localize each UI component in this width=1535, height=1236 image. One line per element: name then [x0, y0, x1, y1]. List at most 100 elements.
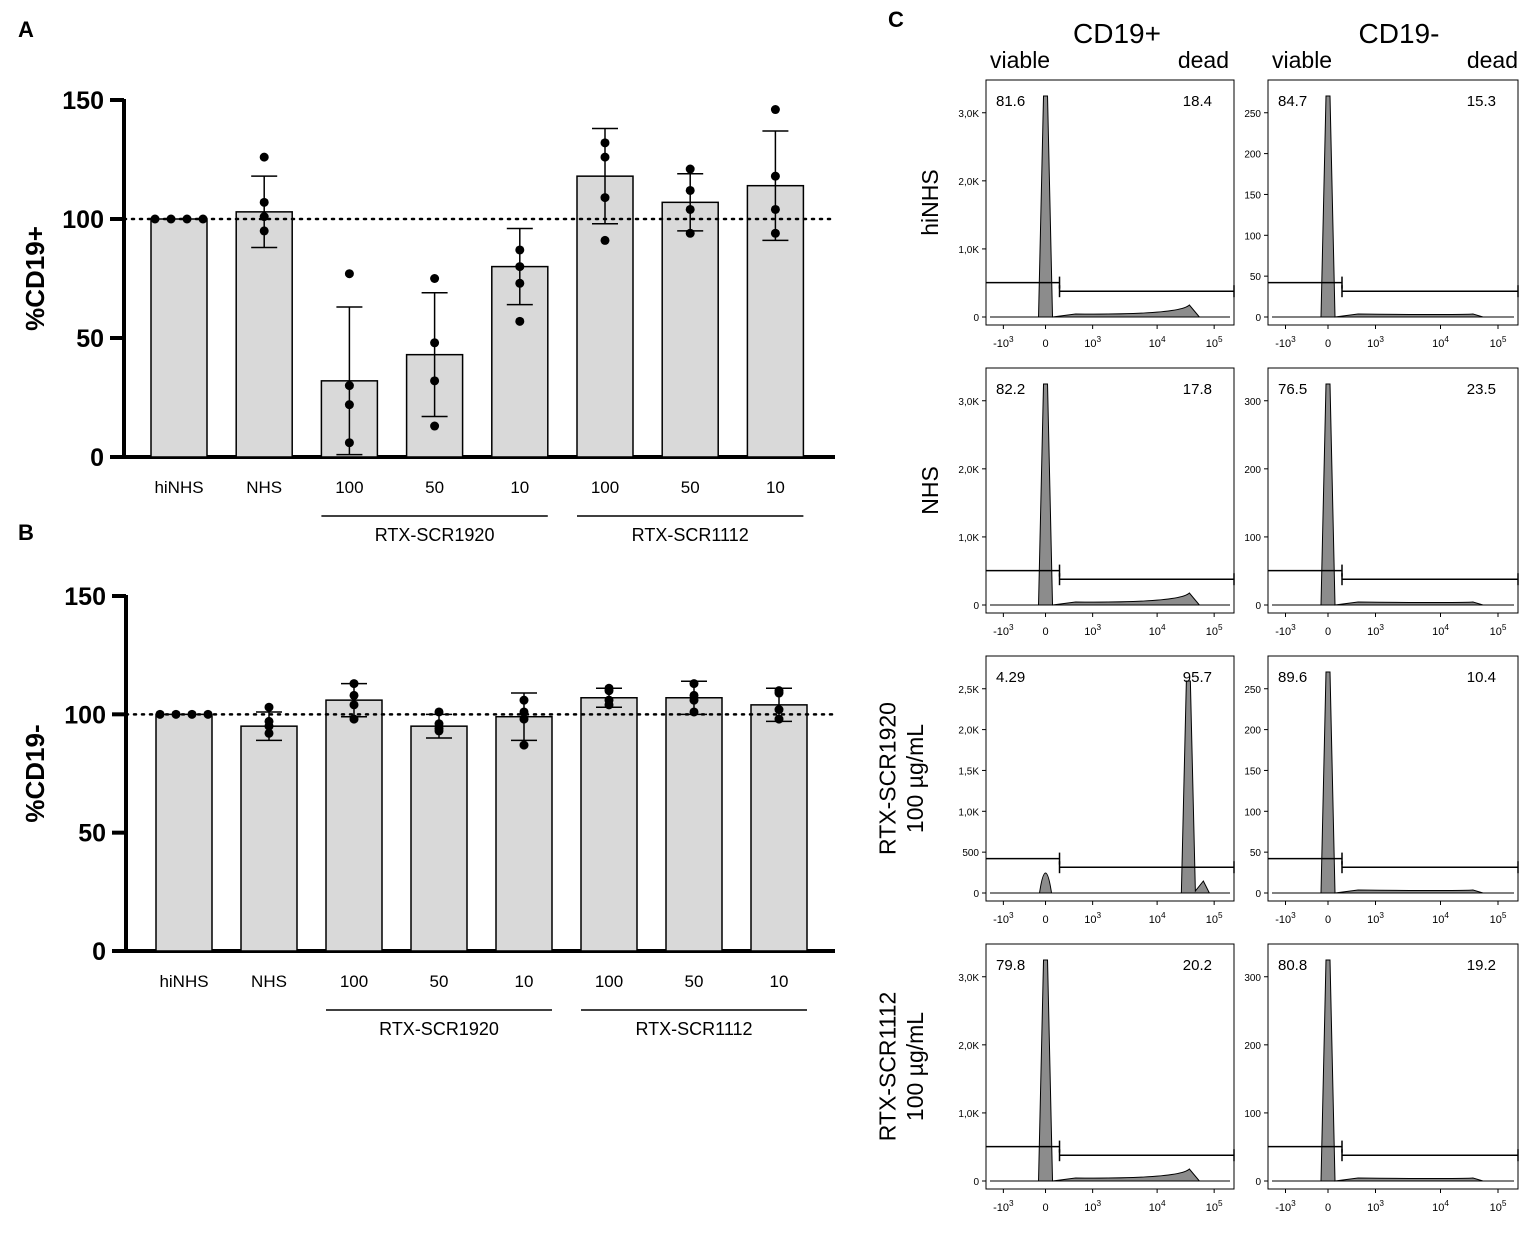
data-point: [349, 679, 359, 689]
bar: [240, 725, 298, 952]
x-tick-label: hiNHS: [154, 478, 203, 497]
x-tick-label: 103: [1084, 335, 1101, 350]
row-label-line: 100 µg/mL: [902, 1012, 928, 1121]
histogram-frame: [1267, 367, 1519, 614]
data-point: [519, 707, 529, 717]
histogram-frame: [985, 655, 1235, 902]
y-tick-label: 150: [1244, 766, 1261, 777]
y-tick-label: 150: [64, 583, 106, 611]
dead-percent: 20.2: [1183, 957, 1212, 974]
x-tick-label: 103: [1084, 1199, 1101, 1214]
data-point: [434, 707, 444, 717]
y-tick-label: 100: [1244, 1109, 1261, 1120]
x-tick-label: NHS: [251, 972, 287, 991]
row-label: hiNHS: [917, 169, 943, 235]
y-tick-label: 250: [1244, 685, 1261, 696]
data-point: [689, 707, 699, 717]
x-tick-label: 105: [1490, 911, 1507, 926]
y-tick-label: 300: [1244, 973, 1261, 984]
histogram-cd19neg-row-3: 0 50 100 150 200 250 -103 0 103 104 105 89.6 10.4: [1244, 655, 1519, 926]
data-point: [685, 204, 695, 214]
data-point: [685, 228, 695, 238]
y-tick-label: 100: [64, 701, 106, 729]
bar: [750, 704, 808, 952]
x-tick-label: 104: [1432, 335, 1449, 350]
data-point: [259, 226, 269, 236]
row-label-line: RTX-SCR1920: [874, 702, 900, 855]
x-tick-label: 50: [685, 972, 704, 991]
histogram-frame: [985, 943, 1235, 1190]
bar: [661, 201, 719, 458]
row-label: RTX-SCR1920100 µg/mL: [874, 702, 928, 855]
y-tick-label: 200: [1244, 726, 1261, 737]
y-tick-label: 2,0K: [958, 177, 979, 188]
group-label: RTX-SCR1920: [379, 1019, 499, 1039]
y-tick-label: 1,5K: [958, 766, 979, 777]
data-point: [689, 679, 699, 689]
histogram-curve: [1272, 383, 1514, 606]
bar-chart-cd19neg: 0 50 100 150 %CD19- hiNHS NHS 100 50 10 100 50 10 RTX…: [20, 583, 837, 1039]
y-tick-label: 2,0K: [958, 726, 979, 737]
data-point: [171, 709, 181, 719]
y-tick-label: 200: [1244, 465, 1261, 476]
y-tick-label: 100: [1244, 533, 1261, 544]
column-title-cd19neg: CD19-: [1359, 18, 1440, 49]
row-label: RTX-SCR1112100 µg/mL: [874, 992, 928, 1142]
histogram-cd19pos-row-3: 0 500 1,0K 1,5K 2,0K 2,5K -103 0 103 104 105 4.29 95…: [958, 655, 1235, 926]
data-point: [259, 212, 269, 222]
viable-percent: 79.8: [996, 957, 1025, 974]
x-tick-label: 105: [1206, 623, 1223, 638]
y-tick-label: 0: [1255, 1177, 1261, 1188]
histogram-cd19pos-row-4: 0 1,0K 2,0K 3,0K -103 0 103 104 105 79.8 20.2: [958, 943, 1235, 1214]
y-tick-label: 250: [1244, 109, 1261, 120]
x-tick-label: 0: [1325, 1202, 1331, 1214]
gate-label-dead: dead: [1467, 47, 1518, 73]
histogram-cd19pos-row-1: 0 1,0K 2,0K 3,0K -103 0 103 104 105 81.6 18.4: [958, 79, 1235, 350]
histogram-cd19neg-row-1: 0 50 100 150 200 250 -103 0 103 104 105 84.7 15.3: [1244, 79, 1519, 350]
bar: [155, 713, 213, 952]
histogram-cd19neg-row-2: 0 100 200 300 -103 0 103 104 105 76.5 23.5: [1244, 367, 1519, 638]
panel-label-a: A: [18, 17, 34, 42]
dead-percent: 23.5: [1467, 381, 1496, 398]
x-tick-label: 105: [1490, 335, 1507, 350]
x-tick-label: -103: [1275, 911, 1296, 926]
data-point: [259, 197, 269, 207]
y-tick-label: 3,0K: [958, 109, 979, 120]
x-tick-label: 0: [1042, 914, 1048, 926]
data-point: [515, 245, 525, 255]
bar: [580, 697, 638, 952]
x-tick-label: 10: [515, 972, 534, 991]
x-tick-label: 50: [681, 478, 700, 497]
y-tick-label: 0: [90, 444, 104, 472]
x-tick-label: 100: [335, 478, 363, 497]
viable-percent: 81.6: [996, 93, 1025, 110]
y-tick-label: 50: [1250, 272, 1262, 283]
flow-histogram-grid: CD19+ CD19- viable dead viable dead hiNHS 0 1,0K…: [874, 18, 1519, 1214]
data-point: [604, 700, 614, 710]
data-point: [264, 721, 274, 731]
histogram-frame: [1267, 79, 1519, 326]
histogram-curve: [1272, 671, 1514, 894]
x-tick-label: 104: [1149, 623, 1166, 638]
histogram-curve: [990, 95, 1230, 318]
y-tick-label: 0: [1255, 889, 1261, 900]
data-point: [519, 740, 529, 750]
data-point: [519, 695, 529, 705]
panel-label-c: C: [888, 7, 904, 32]
x-tick-label: 10: [770, 972, 789, 991]
data-point: [434, 726, 444, 736]
histogram-cd19pos-row-2: 0 1,0K 2,0K 3,0K -103 0 103 104 105 82.2 17.8: [958, 367, 1235, 638]
x-tick-label: 0: [1325, 626, 1331, 638]
viable-percent: 76.5: [1278, 381, 1307, 398]
y-tick-label: 50: [76, 325, 104, 353]
data-point: [259, 152, 269, 162]
row-label-line: NHS: [917, 466, 943, 515]
x-tick-label: 104: [1432, 911, 1449, 926]
data-point: [182, 214, 192, 224]
bar-chart-cd19pos: 0 50 100 150 %CD19+ hiNHS NHS 100 50 10 100 50 10 RTX…: [20, 87, 837, 545]
data-point: [349, 700, 359, 710]
histogram-cd19neg-row-4: 0 100 200 300 -103 0 103 104 105 80.8 19.2: [1244, 943, 1519, 1214]
y-tick-label: 0: [973, 601, 979, 612]
x-tick-label: NHS: [246, 478, 282, 497]
y-tick-label: 0: [973, 1177, 979, 1188]
